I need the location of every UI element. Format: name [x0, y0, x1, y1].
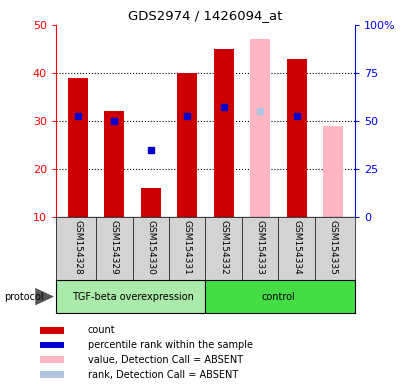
Bar: [205, 280, 355, 313]
Text: protocol: protocol: [4, 291, 44, 302]
Bar: [104, 111, 124, 217]
Text: TGF-beta overexpression: TGF-beta overexpression: [72, 291, 193, 302]
Bar: [40, 371, 64, 378]
Bar: [68, 78, 88, 217]
Bar: [40, 356, 64, 363]
Title: GDS2974 / 1426094_at: GDS2974 / 1426094_at: [128, 9, 283, 22]
Text: GSM154330: GSM154330: [146, 220, 155, 275]
Text: GSM154331: GSM154331: [183, 220, 192, 275]
Text: count: count: [88, 325, 116, 335]
Text: percentile rank within the sample: percentile rank within the sample: [88, 340, 253, 350]
Text: GSM154328: GSM154328: [73, 220, 83, 275]
Bar: [214, 49, 234, 217]
Text: value, Detection Call = ABSENT: value, Detection Call = ABSENT: [88, 355, 243, 365]
Bar: [56, 280, 205, 313]
Bar: [250, 40, 270, 217]
Bar: [141, 188, 161, 217]
Bar: [40, 327, 64, 334]
Bar: [40, 342, 64, 348]
Bar: [177, 73, 197, 217]
Bar: [323, 126, 343, 217]
Polygon shape: [35, 288, 54, 305]
Text: control: control: [261, 291, 295, 302]
Bar: [286, 59, 307, 217]
Text: GSM154329: GSM154329: [110, 220, 119, 275]
Text: rank, Detection Call = ABSENT: rank, Detection Call = ABSENT: [88, 369, 238, 380]
Text: GSM154334: GSM154334: [292, 220, 301, 275]
Text: GSM154332: GSM154332: [219, 220, 228, 275]
Text: GSM154333: GSM154333: [256, 220, 265, 275]
Text: GSM154335: GSM154335: [328, 220, 337, 275]
